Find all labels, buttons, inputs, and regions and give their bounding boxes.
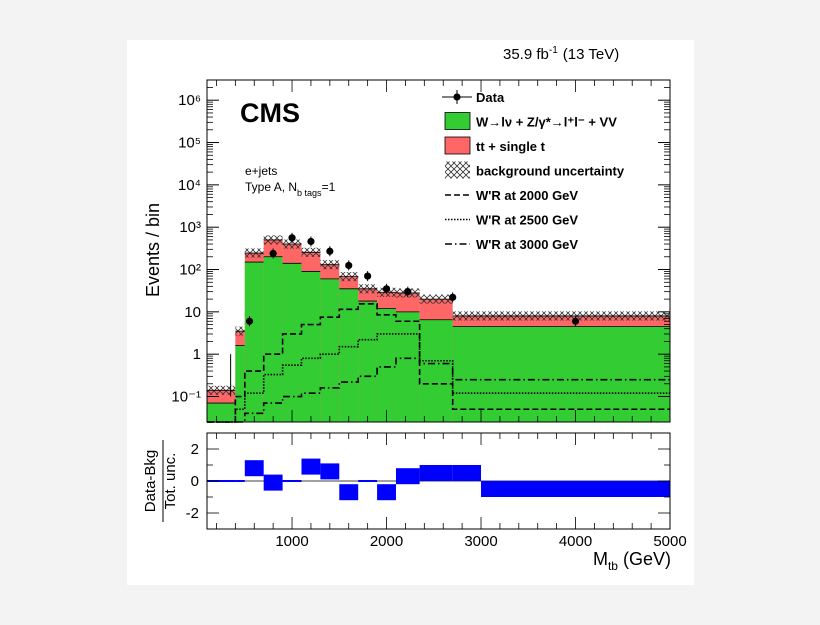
main-ytick-label: 10³ xyxy=(179,219,201,236)
wjets-bar xyxy=(339,288,359,422)
ratio-xtick-label: 2000 xyxy=(370,533,403,550)
lumi-text: 35.9 fb-1 (13 TeV) xyxy=(503,45,619,63)
ratio-ytick-label: 0 xyxy=(191,473,199,490)
ratio-ylabel-num: Data-Bkg xyxy=(142,450,159,513)
ratio-bar xyxy=(419,465,453,481)
data-point xyxy=(345,261,353,270)
main-data xyxy=(230,232,580,397)
main-x-ticks xyxy=(216,80,671,422)
wjets-bar xyxy=(358,301,378,422)
ratio-xtick-label: 4000 xyxy=(559,533,592,550)
legend-ttbar-swatch xyxy=(444,136,471,155)
wjets-bar xyxy=(282,263,302,422)
ratio-bar xyxy=(320,463,340,480)
data-point xyxy=(269,249,277,258)
legend-label-unc: background uncertainty xyxy=(476,164,625,179)
chart-svg: 35.9 fb-1 (13 TeV) 10⁻¹ 1 10 10² 10³ 10⁴ 10⁵ 10⁶… xyxy=(142,45,687,573)
data-point xyxy=(571,317,580,325)
ratio-bar xyxy=(377,484,396,501)
wjets-bar xyxy=(301,271,321,422)
ratio-ylabel-den: Tot. unc. xyxy=(162,453,179,510)
wjets-bar xyxy=(377,308,396,422)
main-stack xyxy=(207,235,670,422)
w2500-line xyxy=(207,333,670,423)
ratio-bar xyxy=(263,474,283,491)
data-point xyxy=(326,247,334,255)
main-ytick-label: 10² xyxy=(179,262,201,279)
data-point xyxy=(404,288,412,296)
category-line1: e+jets xyxy=(245,164,277,178)
legend-label-ttbar: tt + single t xyxy=(476,139,546,154)
legend-data-marker xyxy=(453,93,461,101)
ratio-xtick-label: 5000 xyxy=(653,533,686,550)
ratio-y-axis: -2 0 2 xyxy=(186,441,670,522)
category-line2: Type A, Nb tags=1 xyxy=(245,180,336,198)
main-ylabel: Events / bin xyxy=(143,203,163,297)
wjets-bar xyxy=(207,403,236,422)
ratio-ytick-label: -2 xyxy=(186,505,199,522)
legend-unc-swatch xyxy=(445,161,470,179)
ratio-xlabel: Mtb (GeV) xyxy=(593,549,671,573)
wjets-bar xyxy=(263,256,283,422)
ratio-ytick-label: 2 xyxy=(191,441,199,458)
main-ytick-label: 10 xyxy=(184,304,201,321)
main-y-axis: 10⁻¹ 1 10 10² 10³ 10⁴ 10⁵ 10⁶ xyxy=(171,87,670,406)
main-signals xyxy=(207,302,670,423)
wjets-bar xyxy=(481,326,670,422)
data-point xyxy=(449,293,457,301)
ratio-bar xyxy=(244,460,264,477)
main-ytick-label: 10⁶ xyxy=(178,92,201,109)
legend-wjets-swatch xyxy=(444,112,471,130)
wjets-bar xyxy=(320,278,340,422)
ratio-xtick-label: 1000 xyxy=(275,533,308,550)
main-frame xyxy=(206,79,671,423)
main-ytick-label: 10⁻¹ xyxy=(171,389,201,406)
w3000-line xyxy=(207,357,670,423)
ratio-bar xyxy=(339,484,359,501)
legend-label-wjets: W→lν + Z/γ*→l⁺l⁻ + VV xyxy=(476,115,617,130)
ratio-bar xyxy=(301,458,321,475)
ratio-x-axis: 1000 2000 3000 4000 5000 xyxy=(216,433,687,550)
ratio-bar xyxy=(481,481,670,497)
main-ytick-label: 10⁵ xyxy=(178,135,201,152)
main-ytick-label: 10⁴ xyxy=(178,177,201,194)
wjets-bar xyxy=(419,319,453,422)
wjets-bar xyxy=(452,326,482,422)
main-ytick-label: 1 xyxy=(193,346,201,363)
cms-label: CMS xyxy=(240,98,300,128)
legend-label-w2500: W'R at 2500 GeV xyxy=(476,213,578,228)
ratio-bar xyxy=(395,468,420,485)
ratio-bars xyxy=(207,458,670,501)
legend-label-w3000: W'R at 3000 GeV xyxy=(476,237,578,252)
legend-label-data: Data xyxy=(476,90,505,105)
legend-label-w2000: W'R at 2000 GeV xyxy=(476,188,578,203)
data-point xyxy=(307,237,315,246)
wjets-bar xyxy=(395,311,420,422)
data-point xyxy=(288,234,296,242)
legend: Data W→lν + Z/γ*→l⁺l⁻ + VV tt + single t ba… xyxy=(442,90,625,252)
ratio-xtick-label: 3000 xyxy=(464,533,497,550)
data-point xyxy=(364,272,372,280)
ratio-bar xyxy=(452,465,482,481)
data-point xyxy=(245,317,254,325)
data-point xyxy=(382,285,391,293)
wjets-bar xyxy=(235,345,245,422)
wjets-bar xyxy=(244,262,264,422)
figure-panel: 35.9 fb-1 (13 TeV) 10⁻¹ 1 10 10² 10³ 10⁴ 10⁵ 10⁶… xyxy=(127,40,694,585)
